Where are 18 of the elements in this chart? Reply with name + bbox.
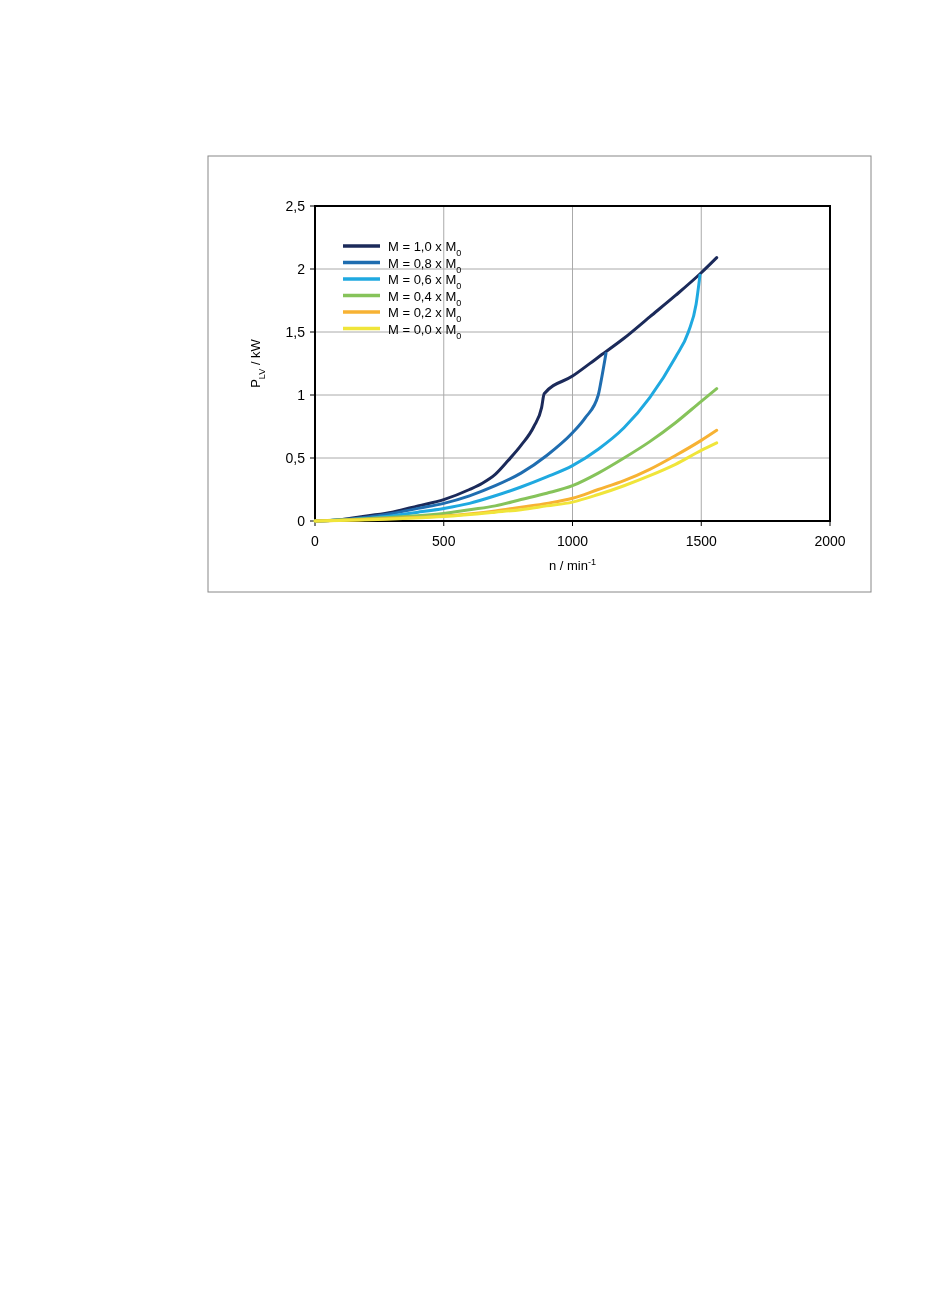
x-tick-label: 1000 [556,533,589,549]
x-tick-label: 1500 [685,533,718,549]
legend-label: M = 0,2 x M$_{0}$ [388,305,462,324]
legend-label: M = 0,0 x M$_{0}$ [388,321,462,341]
x-tick-label: 2000 [814,533,846,549]
y-tick-label: 1 [297,387,306,403]
y-tick-label: 0 [297,513,306,529]
legend-label: M = 0,8 x M$_{0}$ [388,255,462,275]
legend-label: M = 1,0 x M$_{0}$ [388,239,462,258]
x-axis-title: n / min$^{-1}$ [548,557,597,573]
y-tick-label: 1,5 [285,324,306,340]
x-tick-label: 500 [432,533,456,549]
y-tick-label: 0,5 [285,450,306,466]
legend-label: M = 0,6 x M$_{0}$ [388,272,462,291]
x-tick-label: 0 [311,533,320,549]
y-tick-label: 2,5 [285,198,306,214]
y-tick-label: 2 [297,261,306,277]
legend-label: M = 0,4 x M$_{0}$ [388,288,462,308]
